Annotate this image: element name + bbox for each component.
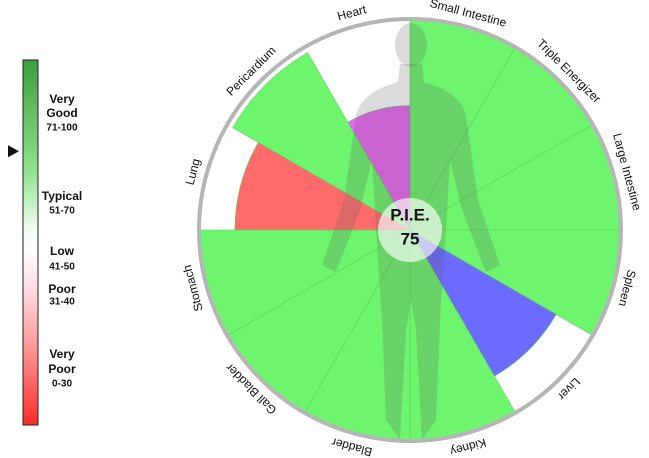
sectors: [198, 18, 622, 442]
sector-label: Spleen: [616, 268, 639, 308]
sector: [347, 105, 411, 232]
sector: [232, 52, 411, 231]
legend-range: 41-50: [49, 262, 75, 273]
sector-label: Heart: [336, 2, 369, 23]
legend-range: 31-40: [49, 297, 75, 308]
legend-label: Poor: [48, 282, 76, 296]
score: 75: [401, 229, 420, 248]
legend-label: Low: [50, 244, 75, 258]
score-marker: [8, 145, 19, 158]
center-label: P.I.E.: [390, 205, 429, 224]
center-disc: [378, 198, 442, 262]
legend-label: Very Poor: [48, 347, 76, 376]
legend-label: Typical: [42, 189, 82, 203]
legend-range: 0-30: [52, 379, 72, 390]
sector: [234, 142, 412, 231]
legend: Very Good 71-100 Typical 51-70 Low 41-50 Poor31…: [8, 92, 82, 390]
legend-label: Very Good: [46, 92, 77, 120]
legend-range: 71-100: [46, 123, 78, 134]
outer-ring: [197, 17, 623, 443]
legend-range: 51-70: [49, 206, 75, 217]
sector-label: Lung: [183, 157, 203, 186]
sector-label: Kidney: [449, 436, 488, 458]
sector: [409, 229, 557, 377]
legend-scale: [22, 59, 39, 426]
